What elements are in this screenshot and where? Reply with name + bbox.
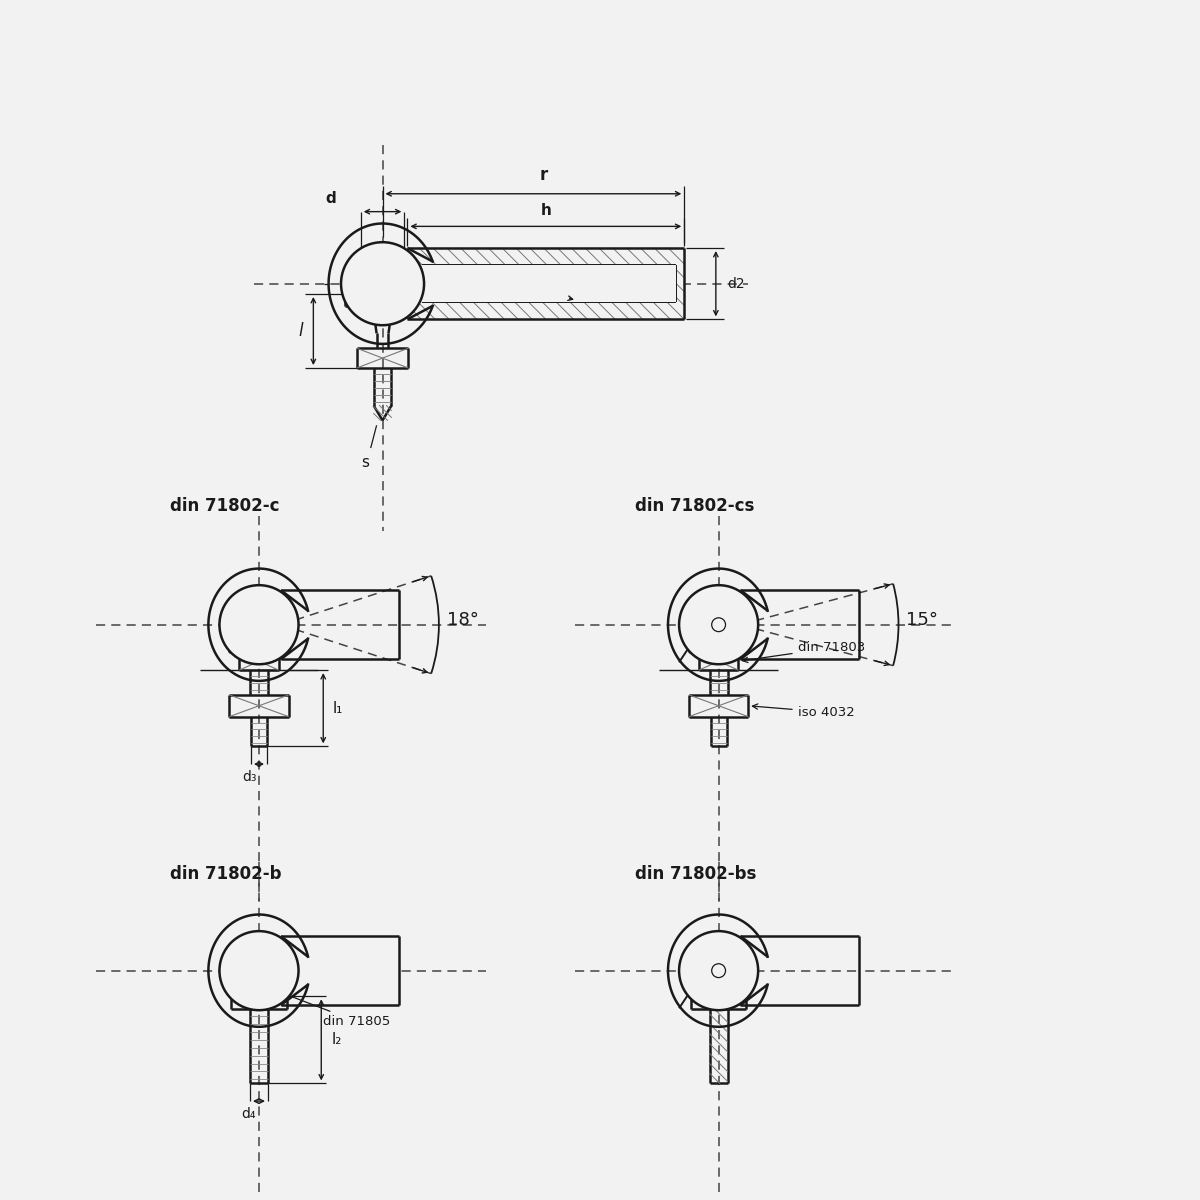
Text: 18°: 18° [446, 611, 479, 629]
Text: d: d [325, 191, 336, 205]
Text: din 71805: din 71805 [277, 990, 390, 1028]
Text: din 71802-c: din 71802-c [170, 497, 280, 515]
Text: din 71802-cs: din 71802-cs [635, 497, 754, 515]
Text: din 71802-b: din 71802-b [170, 865, 282, 883]
Bar [408, 248, 684, 319]
Text: r: r [539, 166, 547, 184]
Text: l₁: l₁ [334, 701, 343, 715]
Bar [281, 590, 400, 659]
Circle shape [679, 586, 758, 665]
Bar [281, 936, 400, 1006]
Text: din 71803: din 71803 [743, 641, 865, 662]
Text: l: l [299, 322, 304, 340]
Text: d2: d2 [727, 277, 745, 290]
Circle shape [220, 586, 299, 665]
Bar [740, 936, 859, 1006]
Bar [740, 590, 859, 659]
Text: d₃: d₃ [242, 770, 257, 784]
Bar [422, 265, 677, 302]
Circle shape [220, 931, 299, 1010]
Circle shape [679, 931, 758, 1010]
Text: l₂: l₂ [331, 1032, 342, 1048]
Text: din 71802-bs: din 71802-bs [635, 865, 756, 883]
Text: s: s [361, 455, 368, 470]
Text: iso 4032: iso 4032 [752, 704, 854, 719]
Text: h: h [540, 204, 551, 218]
Text: d₄: d₄ [241, 1108, 256, 1121]
Circle shape [341, 242, 424, 325]
Text: d1: d1 [553, 286, 571, 300]
Text: 15°: 15° [906, 611, 938, 629]
